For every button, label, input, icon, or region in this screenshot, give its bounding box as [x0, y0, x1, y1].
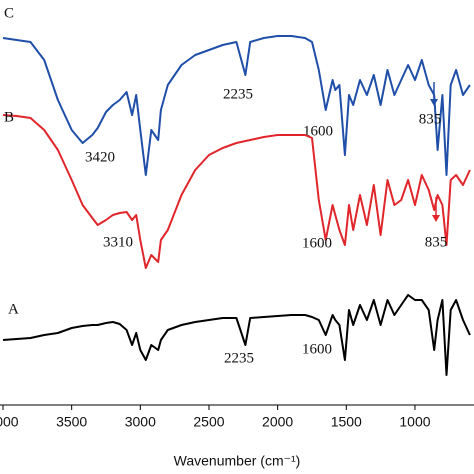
series-label: C	[4, 5, 14, 21]
peak-annotation: 2235	[224, 350, 254, 366]
peak-annotation: 1600	[302, 341, 332, 357]
x-tick-label: 1500	[331, 414, 362, 430]
peak-annotation: 3310	[103, 234, 133, 250]
spectrum-line	[2, 294, 471, 376]
series-label: B	[4, 109, 14, 125]
x-tick-label: 4000	[0, 414, 19, 430]
peak-annotation: 2235	[223, 86, 253, 102]
arrow-head	[432, 215, 440, 222]
peak-annotation: 1600	[303, 123, 333, 139]
x-tick-label: 2500	[193, 414, 224, 430]
x-tick-label: 2000	[262, 414, 293, 430]
peak-annotation: 1600	[302, 235, 332, 251]
spectrum-line	[2, 35, 471, 176]
peak-annotation: 835	[419, 111, 442, 127]
x-axis-label: Wavenumber (cm⁻¹)	[174, 453, 301, 469]
x-tick-label: 3500	[56, 414, 87, 430]
spectrum-line	[2, 114, 471, 269]
arrow-head	[430, 99, 438, 106]
x-tick-label: 3000	[125, 414, 156, 430]
series-label: A	[8, 301, 19, 317]
peak-annotation: 835	[425, 234, 448, 250]
peak-annotation: 3420	[85, 149, 115, 165]
x-tick-label: 1000	[399, 414, 430, 430]
